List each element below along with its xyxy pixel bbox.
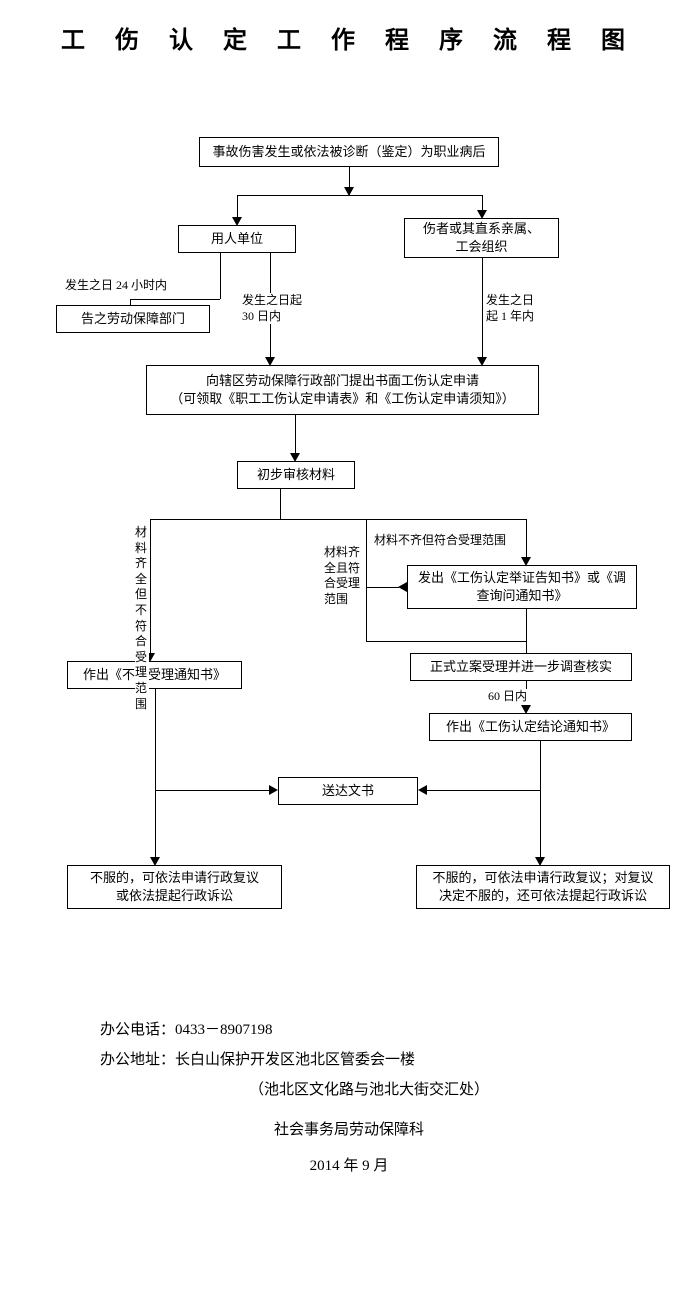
flow-line [482, 195, 483, 210]
flow-line [150, 519, 526, 520]
flow-node: 发出《工伤认定举证告知书》或《调 查询问通知书》 [407, 565, 637, 609]
flow-label: 发生之日 24 小时内 [65, 278, 167, 294]
flow-line [155, 790, 270, 791]
flow-node: 初步审核材料 [237, 461, 355, 489]
flow-line [526, 641, 527, 653]
flow-line [366, 519, 367, 641]
footer-phone-label: 办公电话： [100, 1022, 175, 1038]
footer-phone-value: 0433－8907198 [175, 1022, 273, 1038]
flow-line [237, 195, 482, 196]
footer-addr1: 办公地址：长白山保护开发区池北区管委会一楼 [0, 1045, 698, 1075]
page-title: 工 伤 认 定 工 作 程 序 流 程 图 [0, 20, 698, 55]
flow-node: 作出《工伤认定结论通知书》 [429, 713, 632, 741]
flow-node: 不服的，可依法申请行政复议；对复议 决定不服的，还可依法提起行政诉讼 [416, 865, 670, 909]
flow-arrow [269, 785, 278, 795]
footer-addr2: （池北区文化路与池北大街交汇处） [0, 1075, 698, 1105]
flow-label: 60 日内 [488, 689, 527, 705]
flow-line [130, 299, 220, 300]
footer-date: 2014 年 9 月 [0, 1151, 698, 1181]
flow-line [295, 415, 296, 453]
flowchart-diagram: 事故伤害发生或依法被诊断（鉴定）为职业病后用人单位 伤者或其直系亲属、 工会组织告… [0, 75, 698, 995]
flow-node: 正式立案受理并进一步调查核实 [410, 653, 632, 681]
flow-line [426, 790, 541, 791]
flow-line [526, 609, 527, 641]
flow-label: 发生之日 起 1 年内 [486, 293, 534, 324]
flow-line [220, 253, 221, 299]
flow-label: 材料不齐但符合受理范围 [374, 533, 506, 549]
flow-line [150, 519, 151, 653]
flow-label: 材料齐 全且符 合受理 范围 [324, 545, 360, 607]
footer-dept: 社会事务局劳动保障科 [0, 1115, 698, 1145]
flow-arrow [344, 187, 354, 196]
flow-node: 事故伤害发生或依法被诊断（鉴定）为职业病后 [199, 137, 499, 167]
flow-label: 材 料 齐 全 但 不 符 合 受 理 范 围 [135, 525, 149, 712]
flow-arrow [418, 785, 427, 795]
flow-line [366, 641, 526, 642]
footer-addr-label: 办公地址： [100, 1052, 175, 1068]
flow-line [540, 741, 541, 857]
flow-line [155, 689, 156, 857]
flow-line [482, 258, 483, 357]
flow-line [366, 587, 399, 588]
flow-line [280, 489, 281, 519]
footer: 办公电话：0433－8907198 办公地址：长白山保护开发区池北区管委会一楼 … [0, 1015, 698, 1181]
flow-arrow [398, 582, 407, 592]
flow-node: 用人单位 [178, 225, 296, 253]
flow-line [237, 195, 238, 217]
flow-label: 发生之日起 30 日内 [242, 293, 302, 324]
flow-node: 告之劳动保障部门 [56, 305, 210, 333]
flow-node: 送达文书 [278, 777, 418, 805]
flow-line [526, 519, 527, 557]
flow-node: 伤者或其直系亲属、 工会组织 [404, 218, 559, 258]
flow-node: 作出《不予受理通知书》 [67, 661, 242, 689]
footer-addr1-value: 长白山保护开发区池北区管委会一楼 [175, 1052, 415, 1068]
footer-phone: 办公电话：0433－8907198 [0, 1015, 698, 1045]
flow-node: 不服的，可依法申请行政复议 或依法提起行政诉讼 [67, 865, 282, 909]
flow-node: 向辖区劳动保障行政部门提出书面工伤认定申请 （可领取《职工工伤认定申请表》和《工… [146, 365, 539, 415]
